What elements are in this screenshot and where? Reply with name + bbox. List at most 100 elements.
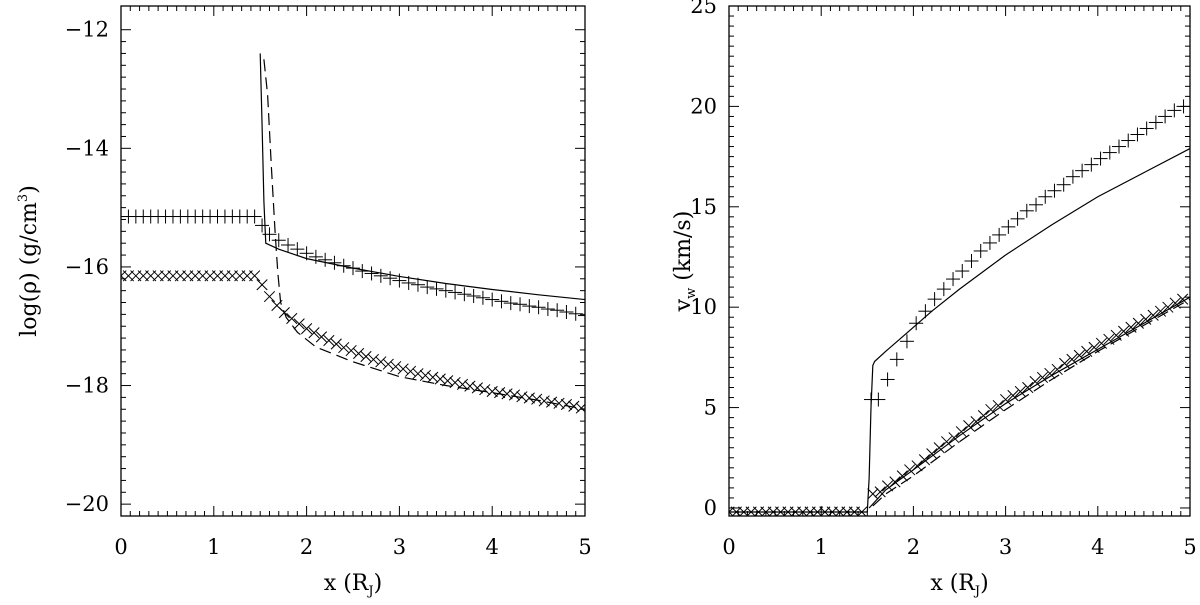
cross-marker: [464, 380, 476, 392]
cross-marker: [1095, 337, 1108, 349]
series-group: [121, 53, 585, 414]
plot-frame: [728, 5, 1191, 517]
cross-marker: [367, 353, 380, 366]
plus-marker: [918, 304, 933, 319]
cross-marker: [963, 420, 975, 432]
dashed-line: [263, 59, 585, 410]
cross-marker: [1029, 375, 1041, 388]
x-tick-label: 4: [1091, 535, 1104, 559]
plus-marker: [494, 294, 509, 309]
plus-marker: [299, 246, 314, 261]
plus-marker: [1029, 197, 1044, 212]
cross-marker: [911, 460, 923, 472]
plus-marker: [513, 297, 528, 312]
cross-marker: [300, 323, 313, 335]
x-axis-label: x (RJ): [930, 571, 988, 599]
cross-marker: [918, 454, 931, 466]
plus-marker: [255, 218, 270, 233]
dashed-line: [872, 298, 1190, 507]
cross-marker: [575, 402, 585, 414]
plus-marker: [880, 372, 895, 387]
cross-marker: [1059, 357, 1071, 370]
cross-marker: [889, 476, 901, 488]
cross-marker: [352, 347, 365, 360]
plus-marker: [964, 254, 979, 268]
cross-marker: [926, 448, 938, 460]
cross-marker: [545, 396, 558, 408]
cross-marker: [904, 464, 916, 476]
plus-marker: [448, 285, 463, 300]
cross-marker: [249, 270, 261, 282]
cross-marker: [948, 432, 960, 444]
cross-marker: [442, 375, 454, 387]
cross-marker: [508, 389, 521, 401]
x-tick-label: 5: [1183, 535, 1196, 559]
cross-marker: [427, 371, 439, 383]
plus-marker: [1158, 109, 1173, 124]
solid-line: [868, 296, 1190, 509]
y-axis-label: log(ρ) (g/cm3): [16, 185, 42, 337]
plus-marker: [457, 287, 472, 302]
cross-marker: [323, 334, 335, 347]
y-tick-label: −20: [65, 492, 109, 516]
series-group: [729, 99, 1190, 516]
plot-frame: [120, 5, 586, 517]
plus-marker: [1093, 151, 1108, 166]
plus-marker: [290, 242, 305, 257]
x-tick-label: 0: [722, 535, 735, 559]
plus-marker: [355, 264, 370, 279]
plus-marker: [973, 243, 988, 258]
plus-marker: [271, 233, 286, 248]
plus-marker: [899, 334, 914, 349]
cross-marker: [397, 363, 409, 375]
cross-marker: [1103, 333, 1115, 345]
plus-marker: [946, 272, 961, 287]
plus-marker: [540, 302, 555, 317]
plus-marker: [410, 277, 425, 292]
y-axis-label: vw (km/s): [671, 211, 699, 313]
cross-marker: [933, 442, 945, 454]
plus-marker: [364, 266, 379, 281]
cross-marker: [531, 393, 543, 405]
cross-marker: [874, 486, 886, 498]
y-tick-label: 15: [690, 195, 717, 219]
plus-marker: [1102, 145, 1117, 160]
cross-marker: [390, 360, 402, 373]
density-panel: 0 1 2 3 4 5 −12 −14 −16 −18 −20 x (RJ) log(ρ) (g/cm3…: [16, 5, 592, 599]
cross-marker: [1007, 389, 1019, 402]
cross-marker: [330, 338, 342, 350]
plus-marker: [485, 292, 500, 307]
cross-marker: [1118, 325, 1130, 337]
plus-marker: [503, 296, 518, 311]
cross-marker: [1169, 297, 1181, 309]
cross-marker: [560, 398, 573, 411]
cross-marker: [1044, 367, 1056, 380]
cross-marker: [278, 306, 290, 319]
cross-marker: [449, 376, 461, 389]
plus-marker: [281, 237, 296, 252]
plus-marker: [1121, 133, 1136, 148]
plus-marker: [392, 273, 407, 288]
solid-line: [259, 53, 585, 301]
cross-marker: [419, 369, 431, 382]
y-tick-label: −12: [65, 18, 109, 42]
cross-marker: [501, 388, 513, 400]
plus-marker: [308, 249, 323, 264]
x-tick-label: 3: [393, 535, 406, 559]
plus-marker: [936, 282, 951, 297]
plus-marker: [1065, 169, 1080, 184]
cross-marker: [494, 387, 506, 399]
cross-marker: [856, 506, 868, 516]
cross-marker: [881, 480, 894, 492]
plus-marker: [568, 306, 583, 321]
plus-marker: [346, 261, 360, 276]
cross-marker: [553, 397, 565, 409]
cross-marker: [315, 331, 328, 343]
cross-marker: [1132, 317, 1144, 329]
plus-marker: [982, 235, 997, 250]
cross-marker: [412, 368, 424, 380]
cross-marker: [1036, 371, 1049, 384]
cross-marker: [256, 279, 268, 291]
cross-marker: [456, 378, 469, 390]
cross-marker: [970, 416, 982, 428]
